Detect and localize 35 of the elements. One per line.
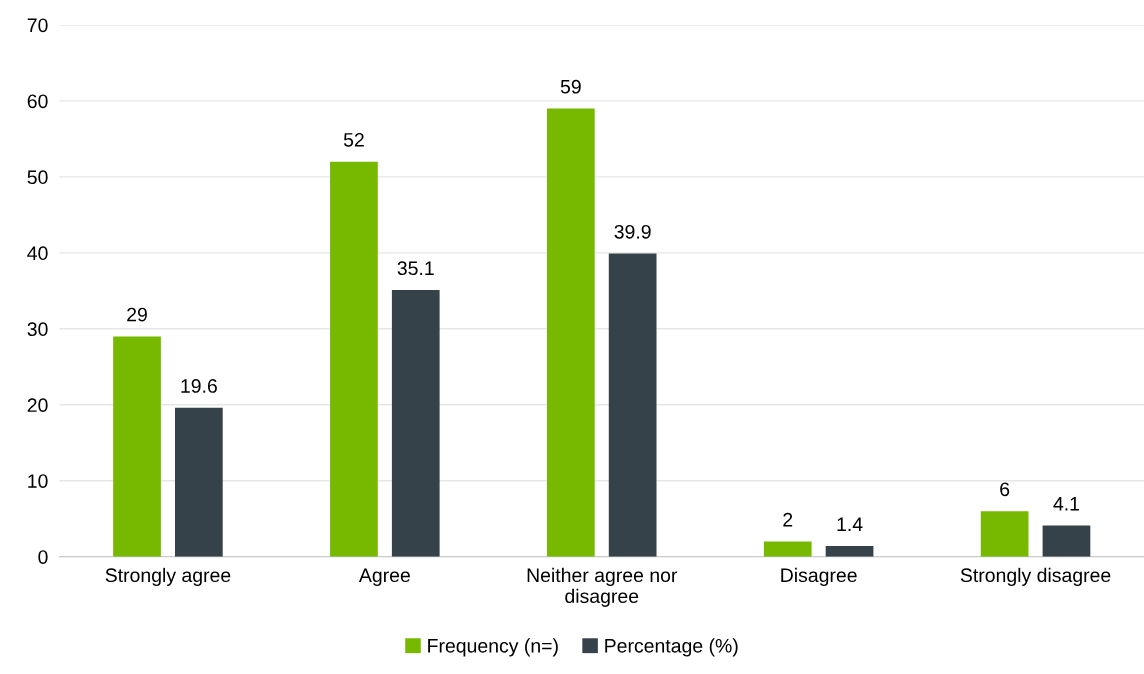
data-label: 19.6 [181, 379, 217, 393]
x-tick-label: Disagree [781, 567, 857, 586]
data-label: 6 [1000, 482, 1010, 497]
y-tick-label: 10 [28, 474, 48, 488]
y-tick-label: 0 [38, 550, 48, 564]
data-label: 4.1 [1053, 497, 1080, 511]
bar [174, 407, 223, 557]
data-label: 39.9 [614, 224, 651, 239]
bar [391, 290, 440, 557]
bar [825, 546, 874, 557]
data-label: 35.1 [397, 261, 434, 276]
bar [608, 253, 657, 557]
y-tick-label: 30 [27, 322, 48, 337]
data-label: 1.4 [837, 517, 863, 531]
bar [980, 511, 1029, 557]
bar [113, 336, 161, 557]
data-label: 59 [560, 79, 581, 94]
y-tick-label: 50 [27, 170, 48, 185]
y-tick-label: 70 [27, 18, 48, 33]
x-tick-label: Strongly agree [105, 567, 231, 586]
x-tick-label: Strongly disagree [960, 567, 1111, 586]
data-label: 2 [783, 512, 793, 527]
bar [546, 108, 595, 557]
bar [1042, 525, 1091, 557]
data-label: 52 [343, 132, 364, 147]
bar [763, 541, 812, 557]
legend-label: Percentage (%) [605, 638, 738, 657]
data-label: 29 [127, 307, 147, 322]
x-tick-label: Agree [358, 568, 410, 586]
y-tick-label: 60 [27, 94, 48, 109]
y-tick-label: 40 [27, 246, 48, 261]
legend-label: Frequency (n=) [428, 638, 558, 657]
bar [330, 161, 378, 557]
y-tick-label: 20 [27, 398, 48, 413]
x-tick-label: Neither agree nor disagree [527, 567, 678, 607]
